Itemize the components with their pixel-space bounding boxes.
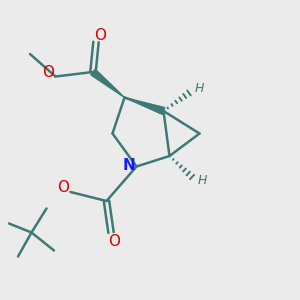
Text: N: N (123, 158, 135, 172)
Text: O: O (42, 65, 54, 80)
Text: H: H (198, 173, 207, 187)
Text: O: O (94, 28, 106, 43)
Polygon shape (91, 69, 124, 98)
Polygon shape (124, 98, 165, 114)
Text: H: H (195, 82, 204, 95)
Text: O: O (108, 234, 120, 249)
Text: O: O (57, 180, 69, 195)
